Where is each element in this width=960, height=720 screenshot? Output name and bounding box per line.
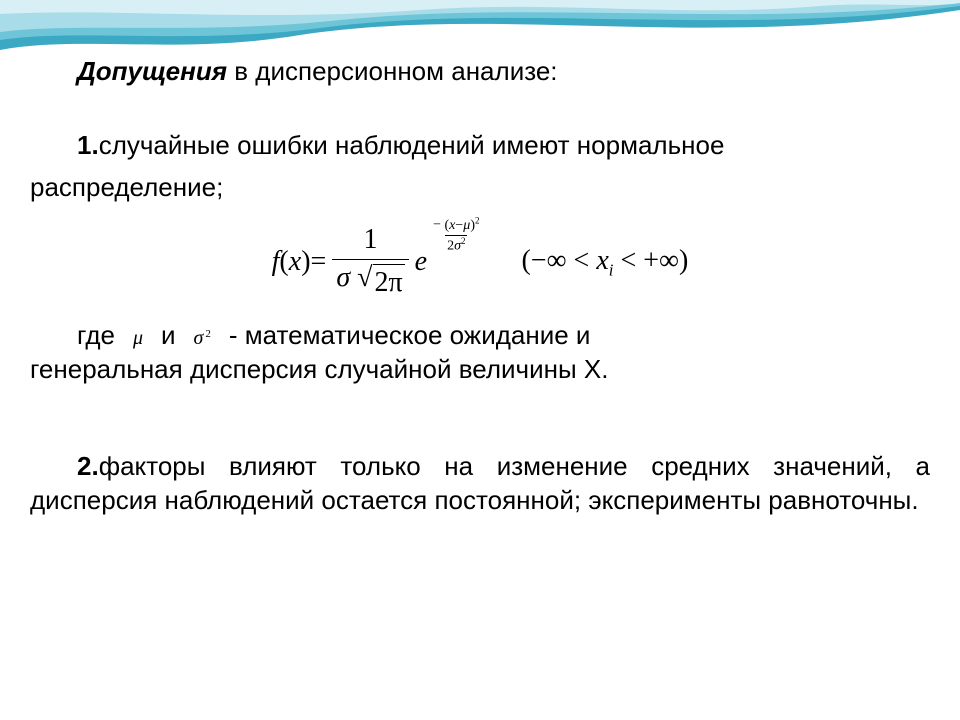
where-line1: где μ и σ2 - математическое ожидание и — [30, 319, 930, 353]
sqrt-arg: 2π — [373, 264, 405, 301]
exponent: − (x−μ)2 2σ2 — [431, 215, 481, 256]
where-rest: - математическое ожидание и — [229, 319, 591, 353]
where-and: и — [161, 319, 176, 353]
item2: 2.факторы влияют только на изменение сре… — [30, 450, 930, 518]
item1-line2: распределение; — [30, 171, 930, 205]
f-label: f — [272, 244, 280, 280]
frac-den: σ √ 2π — [332, 259, 408, 301]
range-close: < +∞) — [613, 245, 688, 276]
title-rest: в дисперсионном анализе: — [227, 56, 558, 86]
range: (−∞ < xi < +∞) — [521, 243, 688, 281]
range-open: (−∞ < — [521, 245, 596, 276]
item1-number: 1. — [77, 130, 99, 160]
sqrt: √ 2π — [357, 264, 405, 301]
where-line2: генеральная дисперсия случайной величины… — [30, 353, 930, 387]
formula-main: f ( x ) = 1 σ √ 2π e − — [272, 222, 689, 301]
formula-row: f ( x ) = 1 σ √ 2π e − — [30, 222, 930, 301]
exp-num-inner: (x−μ)2 — [444, 218, 479, 233]
exp-den: 2σ2 — [445, 235, 467, 256]
frac-num: 1 — [359, 222, 381, 258]
slide-content: Допущения в дисперсионном анализе: 1.слу… — [0, 0, 960, 555]
title-bold: Допущения — [77, 56, 227, 86]
e-label: e — [415, 244, 427, 280]
range-x: x — [596, 245, 608, 276]
close-paren: ) — [301, 244, 310, 280]
item2-number: 2. — [77, 451, 99, 481]
sqrt-symbol: √ — [357, 264, 372, 292]
equals: = — [311, 244, 327, 280]
mu-symbol: μ — [133, 325, 143, 351]
exp-num: − (x−μ)2 — [431, 215, 481, 235]
fraction: 1 σ √ 2π — [332, 222, 408, 301]
x-var: x — [289, 244, 301, 280]
item1-text1: случайные ошибки наблюдений имеют нормал… — [99, 130, 725, 160]
sigma-sq-symbol: σ2 — [194, 325, 211, 351]
item1-line1: 1.случайные ошибки наблюдений имеют норм… — [30, 129, 930, 163]
title-line: Допущения в дисперсионном анализе: — [30, 55, 930, 89]
spacer — [30, 395, 930, 450]
where-label: где — [77, 319, 115, 353]
sigma: σ — [336, 262, 350, 293]
exp-minus: − — [433, 218, 441, 233]
item2-text: факторы влияют только на изменение средн… — [30, 451, 930, 515]
open-paren: ( — [279, 244, 288, 280]
